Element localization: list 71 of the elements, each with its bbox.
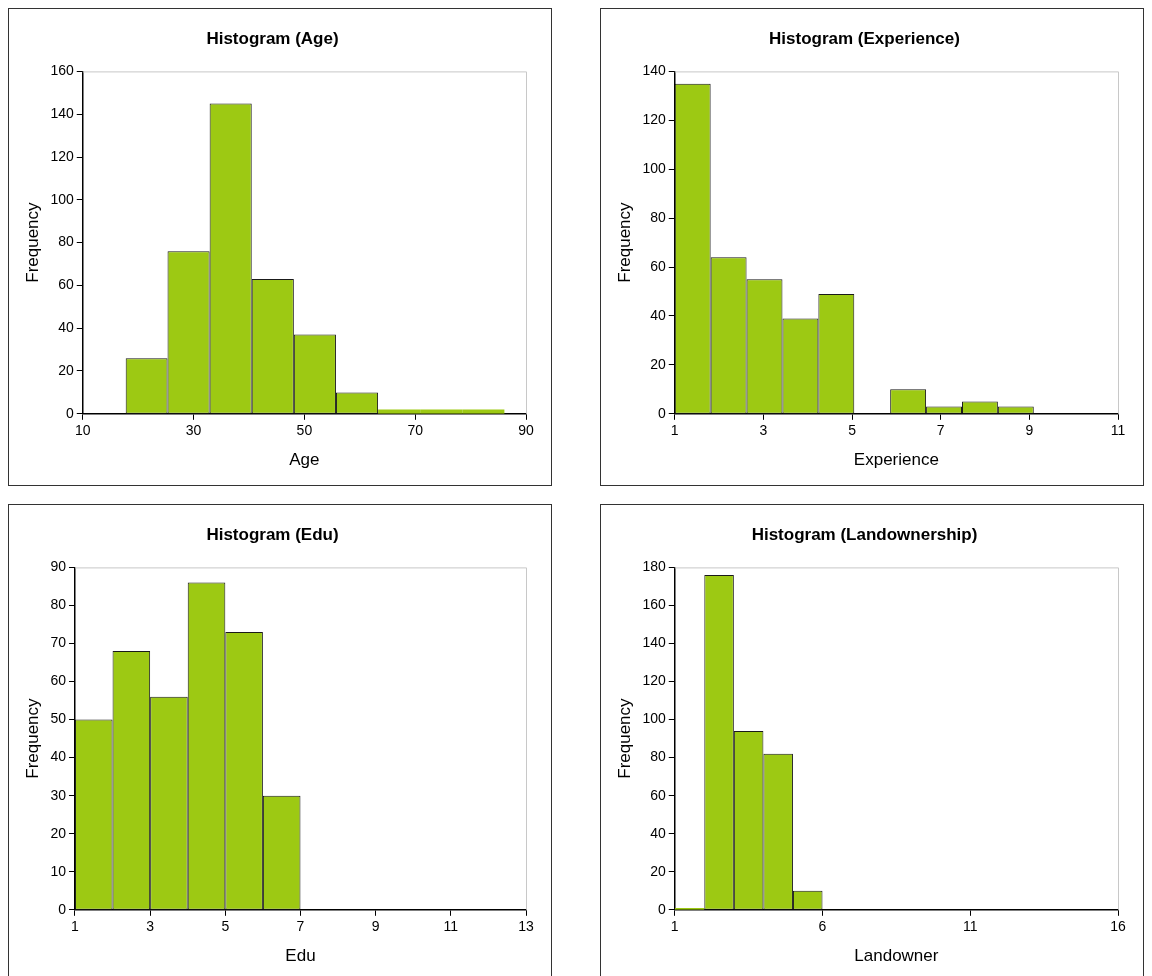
y-tick-label: 120 [642,672,666,689]
y-tick-label: 20 [650,862,666,879]
x-tick-label: 10 [74,422,91,439]
y-tick-label: 120 [50,147,74,164]
y-tick-label: 0 [657,900,666,917]
y-tick-label: 60 [650,786,666,803]
y-tick-label: 0 [657,404,666,421]
y-tick-label: 160 [50,62,74,79]
x-tick-label: 5 [221,918,230,935]
chart-title: Histogram (Experience) [769,28,960,48]
x-tick-label: 50 [296,422,313,439]
x-tick-label: 30 [185,422,202,439]
x-axis-title: Age [289,450,320,470]
y-tick-label: 160 [642,596,666,613]
y-tick-label: 60 [650,257,666,274]
x-tick-label: 90 [518,422,534,439]
y-tick-label: 40 [650,306,666,323]
chart-title: Histogram (Landownership) [751,524,978,544]
y-tick-label: 180 [642,558,666,575]
y-tick-label: 0 [65,404,74,421]
y-axis-title: Frequency [22,201,42,283]
y-tick-label: 10 [50,862,67,879]
y-tick-label: 80 [650,209,666,225]
y-tick-label: 140 [50,105,74,122]
y-tick-label: 100 [642,160,666,177]
x-axis-title: Experience [853,450,939,470]
y-tick-label: 60 [50,672,67,689]
x-tick-label: 5 [848,422,857,439]
x-axis-title: Edu [285,946,316,966]
x-tick-label: 1 [670,422,679,439]
x-tick-label: 6 [818,918,827,935]
y-axis-title: Frequency [22,697,42,779]
x-tick-label: 1 [71,918,80,935]
chart-title: Histogram (Edu) [206,524,339,544]
y-tick-label: 20 [650,355,666,372]
y-tick-label: 140 [642,62,666,79]
x-tick-label: 11 [962,918,978,935]
y-tick-label: 40 [58,319,74,336]
y-axis-title: Frequency [614,697,634,779]
y-tick-label: 30 [50,786,67,803]
y-tick-label: 0 [58,900,67,917]
y-tick-label: 140 [642,634,666,651]
x-tick-label: 11 [1110,422,1126,439]
y-tick-label: 120 [642,111,666,128]
x-tick-label: 11 [443,918,459,935]
x-tick-label: 7 [936,422,945,439]
chart-title: Histogram (Age) [206,28,339,48]
y-tick-label: 40 [50,748,67,765]
y-tick-label: 80 [50,596,67,613]
y-tick-label: 20 [50,824,67,841]
y-tick-label: 100 [50,190,74,207]
y-tick-label: 100 [642,710,666,727]
y-tick-label: 70 [50,634,67,651]
y-tick-label: 40 [650,824,666,841]
x-tick-label: 13 [518,918,534,935]
y-tick-label: 60 [58,276,74,293]
y-tick-label: 90 [50,558,67,575]
x-tick-label: 1 [670,918,679,935]
x-tick-label: 16 [1110,918,1126,935]
y-axis-title: Frequency [614,201,634,283]
x-tick-label: 3 [146,918,155,935]
x-tick-label: 70 [407,422,424,439]
x-tick-label: 9 [371,918,380,935]
x-tick-label: 7 [296,918,305,935]
y-tick-label: 50 [50,710,67,727]
x-tick-label: 9 [1025,422,1034,439]
y-tick-label: 20 [58,361,74,378]
y-tick-label: 80 [58,233,74,250]
x-axis-title: Landowner [854,946,939,966]
x-tick-label: 3 [759,422,768,439]
y-tick-label: 80 [650,748,666,765]
